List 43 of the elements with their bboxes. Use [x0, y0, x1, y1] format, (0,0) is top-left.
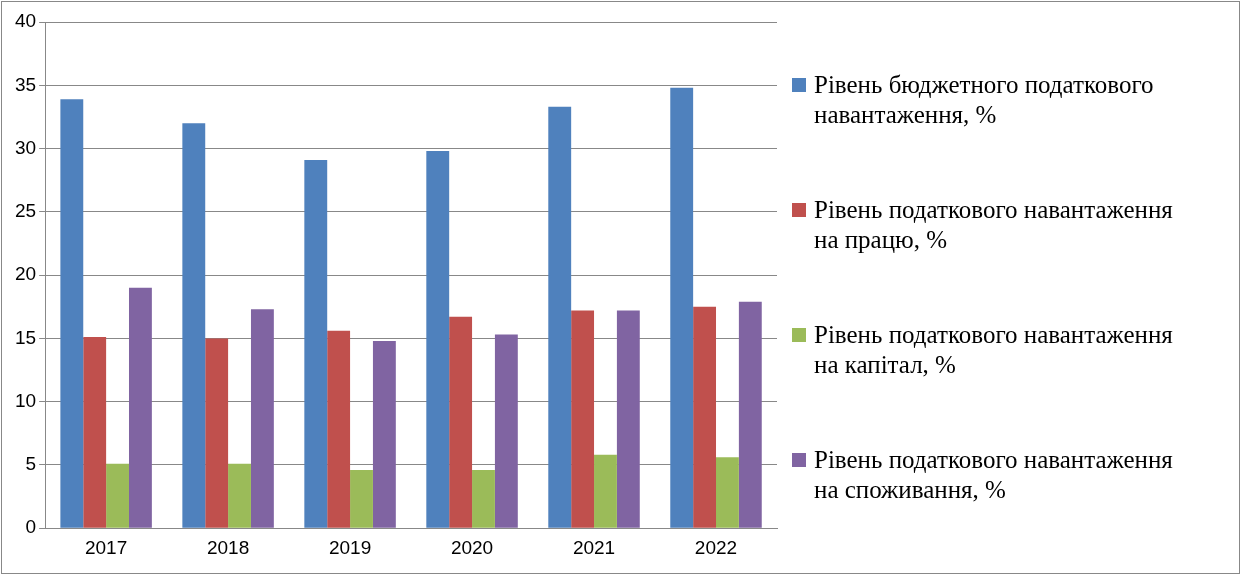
bar [449, 316, 473, 528]
bar [548, 106, 572, 528]
legend-label: Рівень податкового навантаження на споживання, % [814, 445, 1174, 505]
bar [327, 330, 351, 528]
x-tick-label: 2022 [694, 536, 738, 558]
y-tick-label: 0 [25, 516, 37, 538]
bar [128, 287, 152, 528]
bar [83, 337, 107, 528]
bar [350, 469, 373, 528]
bar [250, 309, 274, 528]
x-tick-label: 2017 [84, 536, 128, 558]
y-tick-label: 5 [25, 453, 37, 475]
x-tick-label: 2021 [572, 536, 616, 558]
x-tick-label: 2018 [206, 536, 250, 558]
bar [182, 123, 206, 528]
bar [670, 87, 694, 528]
bar [60, 99, 84, 528]
bar [228, 463, 251, 528]
y-tick-label: 25 [14, 200, 37, 222]
y-tick-label: 30 [14, 136, 37, 158]
bar [106, 463, 129, 528]
bar [716, 457, 739, 528]
bar [426, 151, 450, 528]
bar [205, 338, 229, 528]
bar [616, 310, 640, 528]
bar [472, 469, 495, 528]
x-tick-label: 2019 [328, 536, 372, 558]
y-tick-label: 15 [14, 326, 37, 348]
y-tick-label: 40 [14, 10, 37, 32]
bar [494, 334, 518, 528]
legend-label: Рівень бюджетного податкового навантаження, % [814, 70, 1155, 130]
y-tick-label: 10 [14, 389, 37, 411]
bar [372, 340, 396, 528]
bar [594, 454, 617, 528]
bar [693, 306, 717, 528]
legend-label: Рівень податкового навантаження на працю, % [814, 195, 1174, 255]
bar [738, 301, 762, 528]
legend-label: Рівень податкового навантаження на капітал, % [814, 320, 1174, 380]
bar [304, 159, 328, 528]
y-tick-label: 20 [14, 263, 37, 285]
x-tick-label: 2020 [450, 536, 494, 558]
bar [571, 310, 595, 528]
y-tick-label: 35 [14, 73, 37, 95]
